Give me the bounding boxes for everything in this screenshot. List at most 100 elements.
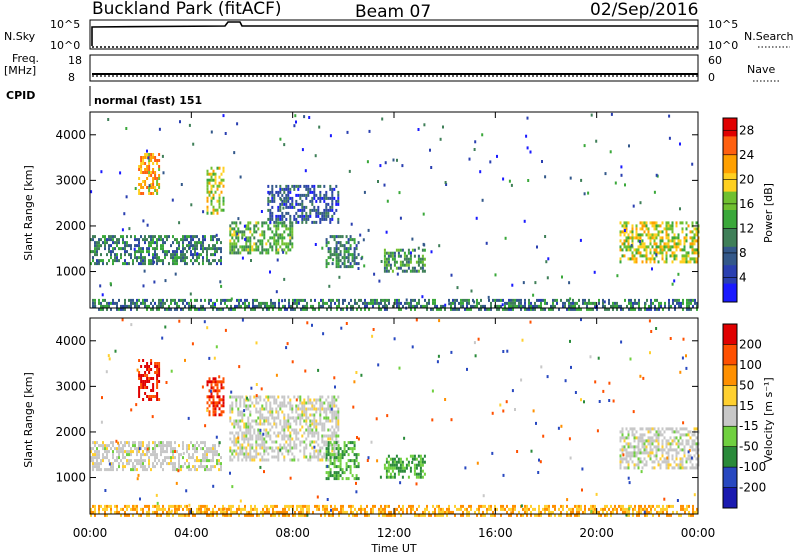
power-echo-cell	[397, 254, 400, 258]
velocity-echo-cell	[275, 416, 278, 420]
velocity-echo-cell	[671, 457, 674, 461]
velocity-echo-cell	[142, 383, 145, 386]
velocity-echo-cell	[413, 457, 416, 461]
power-echo-cell	[582, 298, 584, 302]
velocity-echo-cell	[669, 445, 672, 449]
velocity-echo-cell	[144, 459, 146, 463]
power-echo-cell	[258, 304, 260, 308]
velocity-echo-cell	[311, 413, 314, 417]
velocity-echo-cell	[619, 454, 622, 458]
power-echo-cell	[335, 250, 338, 254]
power-echo-cell	[214, 190, 217, 194]
velocity-echo-cell	[295, 407, 298, 411]
velocity-echo-cell	[693, 454, 696, 458]
power-echo-cell	[218, 202, 221, 206]
power-echo-cell	[488, 307, 490, 311]
velocity-echo-cell	[210, 459, 212, 463]
velocity-echo-cell	[271, 440, 274, 444]
velocity-echo-cell	[305, 410, 308, 414]
power-echo-cell	[588, 301, 590, 305]
velocity-echo-cell	[335, 437, 338, 441]
velocity-echo-cell	[116, 450, 118, 454]
velocity-echo-cell	[309, 407, 312, 411]
velocity-noise-point	[100, 420, 103, 424]
power-echo-cell	[325, 211, 328, 215]
velocity-echo-cell	[627, 451, 630, 455]
power-echo-cell	[198, 241, 200, 245]
velocity-noise-point	[311, 323, 313, 327]
power-echo-cell	[168, 307, 170, 311]
power-echo-cell	[440, 304, 442, 308]
velocity-echo-cell	[673, 430, 676, 434]
velocity-echo-cell	[297, 437, 300, 441]
velocity-echo-cell	[478, 510, 480, 514]
power-echo-cell	[269, 214, 272, 218]
velocity-echo-cell	[154, 441, 156, 445]
power-noise-point	[128, 227, 131, 231]
velocity-echo-cell	[194, 465, 196, 469]
velocity-echo-cell	[245, 434, 248, 438]
velocity-echo-cell	[206, 407, 209, 411]
power-noise-point	[219, 280, 222, 284]
velocity-echo-cell	[640, 507, 642, 511]
velocity-echo-cell	[210, 450, 212, 454]
power-echo-cell	[231, 242, 234, 246]
power-echo-cell	[691, 221, 694, 225]
velocity-echo-cell	[388, 510, 390, 514]
velocity-echo-cell	[250, 513, 252, 517]
power-echo-cell	[528, 307, 530, 311]
velocity-echo-cell	[267, 395, 270, 399]
velocity-echo-cell	[600, 513, 602, 517]
power-echo-cell	[277, 224, 280, 228]
velocity-noise-point	[540, 365, 543, 369]
velocity-echo-cell	[303, 410, 306, 414]
power-echo-cell	[655, 227, 658, 231]
power-echo-cell	[673, 245, 676, 249]
power-echo-cell	[152, 183, 155, 186]
velocity-echo-cell	[172, 447, 174, 451]
nsky-trace	[91, 21, 698, 46]
power-echo-cell	[374, 301, 376, 305]
power-echo-cell	[249, 248, 252, 252]
power-echo-cell	[689, 230, 692, 234]
velocity-echo-cell	[552, 510, 554, 514]
velocity-echo-cell	[662, 504, 664, 508]
velocity-echo-cell	[299, 395, 302, 399]
power-echo-cell	[249, 245, 252, 249]
power-echo-cell	[160, 244, 162, 248]
velocity-echo-cell	[355, 453, 358, 457]
velocity-echo-cell	[241, 446, 244, 450]
power-echo-cell	[658, 301, 660, 305]
velocity-echo-cell	[417, 454, 420, 458]
power-echo-cell	[315, 208, 318, 212]
power-echo-cell	[216, 262, 218, 266]
velocity-echo-cell	[401, 463, 404, 467]
power-echo-cell	[333, 253, 336, 257]
velocity-echo-cell	[273, 440, 276, 444]
velocity-noise-point	[177, 469, 180, 473]
power-echo-cell	[182, 259, 184, 263]
velocity-echo-cell	[142, 359, 145, 362]
power-echo-cell	[665, 233, 668, 237]
velocity-echo-cell	[156, 383, 159, 386]
power-echo-cell	[98, 307, 100, 311]
power-echo-cell	[106, 253, 108, 257]
velocity-echo-cell	[267, 410, 270, 414]
velocity-echo-cell	[170, 504, 172, 508]
velocity-echo-cell	[389, 463, 392, 467]
velocity-echo-cell	[323, 401, 326, 405]
velocity-noise-point	[304, 369, 307, 373]
power-echo-cell	[112, 262, 114, 266]
velocity-echo-cell	[220, 398, 223, 402]
velocity-echo-cell	[305, 419, 308, 423]
power-echo-cell	[383, 263, 386, 267]
power-echo-cell	[494, 298, 496, 302]
power-echo-cell	[210, 304, 212, 308]
power-echo-cell	[228, 307, 230, 311]
power-echo-cell	[657, 230, 660, 234]
velocity-echo-cell	[667, 457, 670, 461]
velocity-echo-cell	[267, 416, 270, 420]
power-echo-cell	[669, 239, 672, 243]
power-echo-cell	[472, 298, 474, 302]
velocity-echo-cell	[643, 448, 646, 452]
